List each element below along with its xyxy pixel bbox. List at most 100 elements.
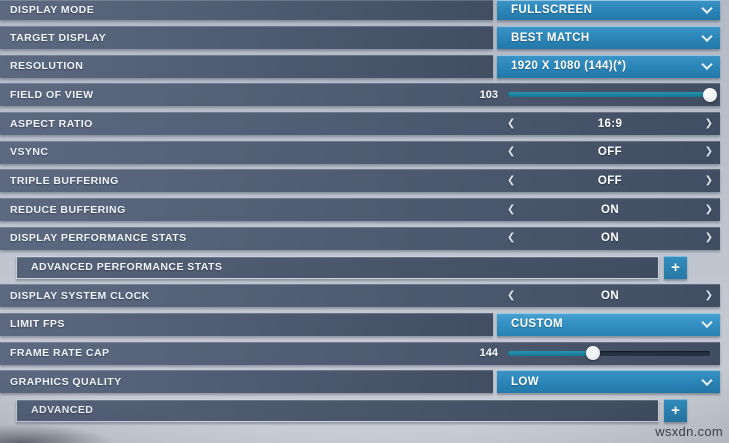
stepper-right-arrow-icon[interactable]: ❯: [704, 174, 713, 186]
graphics-quality-label: GRAPHICS QUALITY: [10, 375, 122, 388]
setting-row-limit-fps: LIMIT FPS CUSTOM: [0, 312, 729, 336]
triple-buffering-stepper: ❮ OFF ❯: [500, 169, 720, 192]
stepper-right-arrow-icon[interactable]: ❯: [704, 146, 713, 158]
display-system-clock-bar: DISPLAY SYSTEM CLOCK ❮ ON ❯: [0, 284, 720, 308]
stepper-left-arrow-icon[interactable]: ❮: [507, 117, 516, 129]
resolution-dropdown[interactable]: 1920 X 1080 (144)(*): [497, 54, 720, 78]
display-system-clock-stepper: ❮ ON ❯: [500, 284, 720, 307]
setting-row-reduce-buffering: REDUCE BUFFERING ❮ ON ❯: [0, 198, 729, 222]
aspect-ratio-stepper: ❮ 16:9 ❯: [500, 112, 720, 135]
limit-fps-value: CUSTOM: [511, 318, 564, 331]
reduce-buffering-value: ON: [600, 203, 620, 216]
setting-row-graphics-quality: GRAPHICS QUALITY LOW: [0, 370, 729, 394]
resolution-value: 1920 X 1080 (144)(*): [511, 60, 627, 73]
graphics-quality-dropdown[interactable]: LOW: [497, 370, 720, 394]
reduce-buffering-label: REDUCE BUFFERING: [10, 203, 126, 216]
display-system-clock-value: ON: [600, 289, 620, 302]
setting-row-advanced: ADVANCED +: [16, 398, 729, 422]
setting-row-field-of-view: FIELD OF VIEW 103: [0, 83, 729, 107]
setting-row-display-system-clock: DISPLAY SYSTEM CLOCK ❮ ON ❯: [0, 284, 729, 308]
chevron-down-icon: [703, 4, 711, 12]
resolution-label-bar: RESOLUTION: [0, 54, 493, 78]
resolution-label: RESOLUTION: [10, 60, 84, 73]
stepper-left-arrow-icon[interactable]: ❮: [507, 203, 516, 215]
display-performance-stats-stepper: ❮ ON ❯: [500, 227, 720, 250]
chevron-down-icon: [703, 61, 711, 69]
frame-rate-cap-slider-knob[interactable]: [585, 346, 600, 361]
target-display-label: TARGET DISPLAY: [10, 31, 107, 44]
vsync-bar: VSYNC ❮ OFF ❯: [0, 140, 720, 164]
display-mode-dropdown[interactable]: FULLSCREEN: [497, 0, 720, 20]
frame-rate-cap-slider-track[interactable]: [508, 346, 710, 361]
field-of-view-slider-knob[interactable]: [703, 87, 717, 102]
video-settings-panel: DISPLAY MODE FULLSCREEN TARGET DISPLAY B…: [0, 0, 729, 428]
display-performance-stats-value: ON: [600, 232, 620, 245]
stepper-right-arrow-icon[interactable]: ❯: [704, 232, 713, 244]
chevron-down-icon: [703, 376, 711, 384]
limit-fps-label-bar: LIMIT FPS: [0, 312, 493, 336]
reduce-buffering-stepper: ❮ ON ❯: [500, 198, 720, 221]
field-of-view-slider: 103: [464, 83, 717, 106]
plus-icon: +: [671, 258, 680, 276]
limit-fps-dropdown[interactable]: CUSTOM: [497, 312, 720, 336]
display-performance-stats-label: DISPLAY PERFORMANCE STATS: [10, 232, 187, 245]
field-of-view-value: 103: [479, 88, 498, 101]
setting-row-frame-rate-cap: FRAME RATE CAP 144: [0, 341, 729, 365]
advanced-bar: ADVANCED: [16, 398, 659, 422]
setting-row-advanced-performance-stats: ADVANCED PERFORMANCE STATS +: [16, 255, 729, 279]
stepper-left-arrow-icon[interactable]: ❮: [507, 174, 516, 186]
watermark: wsxdn.com: [655, 424, 723, 439]
vsync-value: OFF: [597, 146, 623, 159]
field-of-view-bar: FIELD OF VIEW 103: [0, 83, 720, 107]
graphics-quality-value: LOW: [511, 375, 540, 388]
setting-row-aspect-ratio: ASPECT RATIO ❮ 16:9 ❯: [0, 112, 729, 136]
display-system-clock-label: DISPLAY SYSTEM CLOCK: [10, 289, 150, 302]
frame-rate-cap-value: 144: [479, 347, 498, 360]
setting-row-triple-buffering: TRIPLE BUFFERING ❮ OFF ❯: [0, 169, 729, 193]
triple-buffering-label: TRIPLE BUFFERING: [10, 174, 119, 187]
setting-row-display-performance-stats: DISPLAY PERFORMANCE STATS ❮ ON ❯: [0, 226, 729, 250]
field-of-view-label: FIELD OF VIEW: [10, 88, 94, 101]
vsync-stepper: ❮ OFF ❯: [500, 141, 720, 164]
triple-buffering-bar: TRIPLE BUFFERING ❮ OFF ❯: [0, 169, 720, 193]
frame-rate-cap-label: FRAME RATE CAP: [10, 347, 110, 360]
aspect-ratio-value: 16:9: [597, 117, 623, 130]
stepper-left-arrow-icon[interactable]: ❮: [507, 146, 516, 158]
target-display-label-bar: TARGET DISPLAY: [0, 26, 493, 49]
display-mode-label: DISPLAY MODE: [10, 4, 95, 16]
display-mode-value: FULLSCREEN: [511, 4, 593, 16]
vsync-label: VSYNC: [10, 146, 49, 159]
aspect-ratio-bar: ASPECT RATIO ❮ 16:9 ❯: [0, 112, 720, 136]
advanced-performance-stats-label: ADVANCED PERFORMANCE STATS: [31, 261, 223, 273]
triple-buffering-value: OFF: [597, 174, 623, 187]
graphics-quality-label-bar: GRAPHICS QUALITY: [0, 370, 493, 394]
stepper-right-arrow-icon[interactable]: ❯: [704, 203, 713, 215]
advanced-label: ADVANCED: [31, 404, 94, 417]
stepper-left-arrow-icon[interactable]: ❮: [507, 289, 516, 301]
frame-rate-cap-bar: FRAME RATE CAP 144: [0, 341, 720, 365]
setting-row-target-display: TARGET DISPLAY BEST MATCH: [0, 26, 729, 49]
limit-fps-label: LIMIT FPS: [10, 318, 65, 331]
plus-icon: +: [671, 401, 680, 419]
frame-rate-cap-slider: 144: [464, 342, 714, 365]
display-mode-label-bar: DISPLAY MODE: [0, 0, 493, 20]
setting-row-vsync: VSYNC ❮ OFF ❯: [0, 140, 729, 164]
stepper-left-arrow-icon[interactable]: ❮: [507, 232, 516, 244]
stepper-right-arrow-icon[interactable]: ❯: [704, 289, 713, 301]
field-of-view-slider-track[interactable]: [508, 87, 717, 102]
advanced-performance-stats-expand-button[interactable]: +: [664, 255, 687, 279]
chevron-down-icon: [703, 319, 711, 327]
setting-row-resolution: RESOLUTION 1920 X 1080 (144)(*): [0, 54, 729, 78]
stepper-right-arrow-icon[interactable]: ❯: [704, 117, 713, 129]
frame-rate-cap-slider-fill: [508, 346, 600, 361]
chevron-down-icon: [703, 32, 711, 40]
aspect-ratio-label: ASPECT RATIO: [10, 117, 93, 130]
field-of-view-slider-fill: [508, 87, 717, 102]
target-display-dropdown[interactable]: BEST MATCH: [497, 26, 720, 49]
setting-row-display-mode: DISPLAY MODE FULLSCREEN: [0, 0, 729, 20]
advanced-expand-button[interactable]: +: [664, 398, 687, 422]
display-performance-stats-bar: DISPLAY PERFORMANCE STATS ❮ ON ❯: [0, 226, 720, 250]
reduce-buffering-bar: REDUCE BUFFERING ❮ ON ❯: [0, 198, 720, 222]
advanced-performance-stats-bar: ADVANCED PERFORMANCE STATS: [16, 255, 659, 279]
target-display-value: BEST MATCH: [511, 31, 590, 44]
